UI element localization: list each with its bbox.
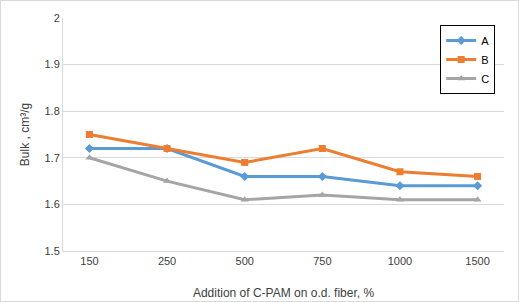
svg-text:A: A xyxy=(481,35,489,47)
svg-text:1.8: 1.8 xyxy=(45,105,60,117)
svg-text:1.9: 1.9 xyxy=(45,58,60,70)
svg-text:1.6: 1.6 xyxy=(45,198,60,210)
svg-text:150: 150 xyxy=(80,255,98,267)
svg-text:C: C xyxy=(481,73,489,85)
svg-text:Bulk , cm³/g: Bulk , cm³/g xyxy=(18,103,32,166)
svg-text:500: 500 xyxy=(236,255,254,267)
svg-text:B: B xyxy=(481,54,488,66)
svg-text:1.7: 1.7 xyxy=(45,152,60,164)
svg-text:250: 250 xyxy=(158,255,176,267)
svg-text:2: 2 xyxy=(54,12,60,24)
svg-text:1000: 1000 xyxy=(388,255,412,267)
svg-text:1500: 1500 xyxy=(465,255,489,267)
svg-text:Addition of C-PAM on o.d. fibe: Addition of C-PAM on o.d. fiber, % xyxy=(193,286,375,300)
svg-text:1.5: 1.5 xyxy=(45,245,60,257)
svg-text:750: 750 xyxy=(313,255,331,267)
